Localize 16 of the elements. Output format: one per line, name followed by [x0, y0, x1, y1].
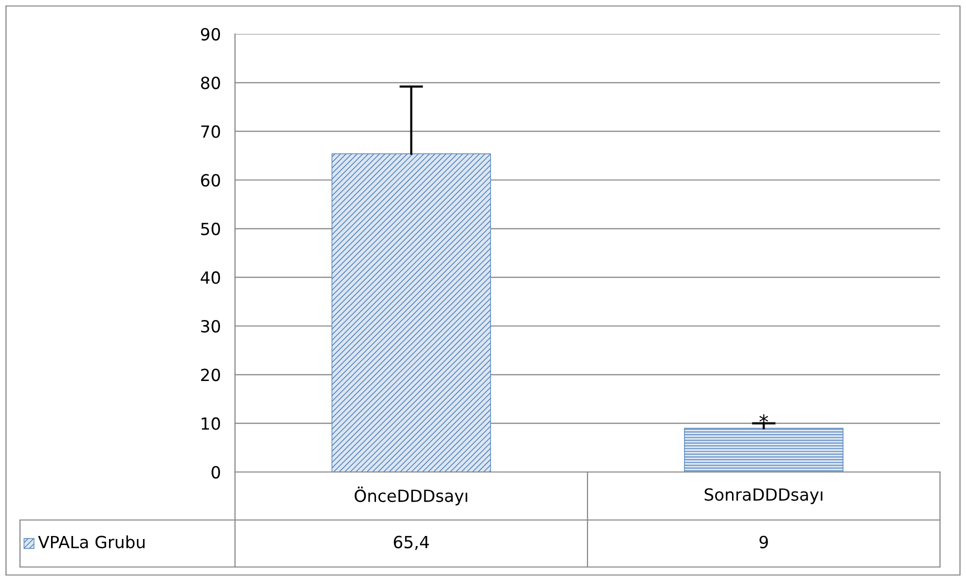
legend-label: VPALa Grubu: [38, 535, 145, 548]
x-tick-label: ÖnceDDDsayı: [354, 486, 468, 506]
y-tick-label: 70: [201, 125, 220, 138]
data-label: 65,4: [394, 536, 429, 550]
annotation: *: [759, 414, 768, 424]
data-label: 9: [759, 536, 768, 548]
y-tick-label: 90: [200, 28, 220, 41]
y-tick-label: 50: [201, 222, 220, 236]
y-tick-label: 20: [201, 368, 220, 382]
x-tick-label: SonraDDDsayı: [704, 488, 822, 504]
y-tick-label: 30: [201, 320, 220, 333]
y-tick-label: 0: [212, 466, 220, 479]
y-tick-label: 60: [201, 174, 220, 187]
y-tick-label: 80: [201, 76, 220, 90]
y-tick-label: 10: [202, 417, 220, 430]
y-tick-label: 40: [200, 271, 220, 284]
